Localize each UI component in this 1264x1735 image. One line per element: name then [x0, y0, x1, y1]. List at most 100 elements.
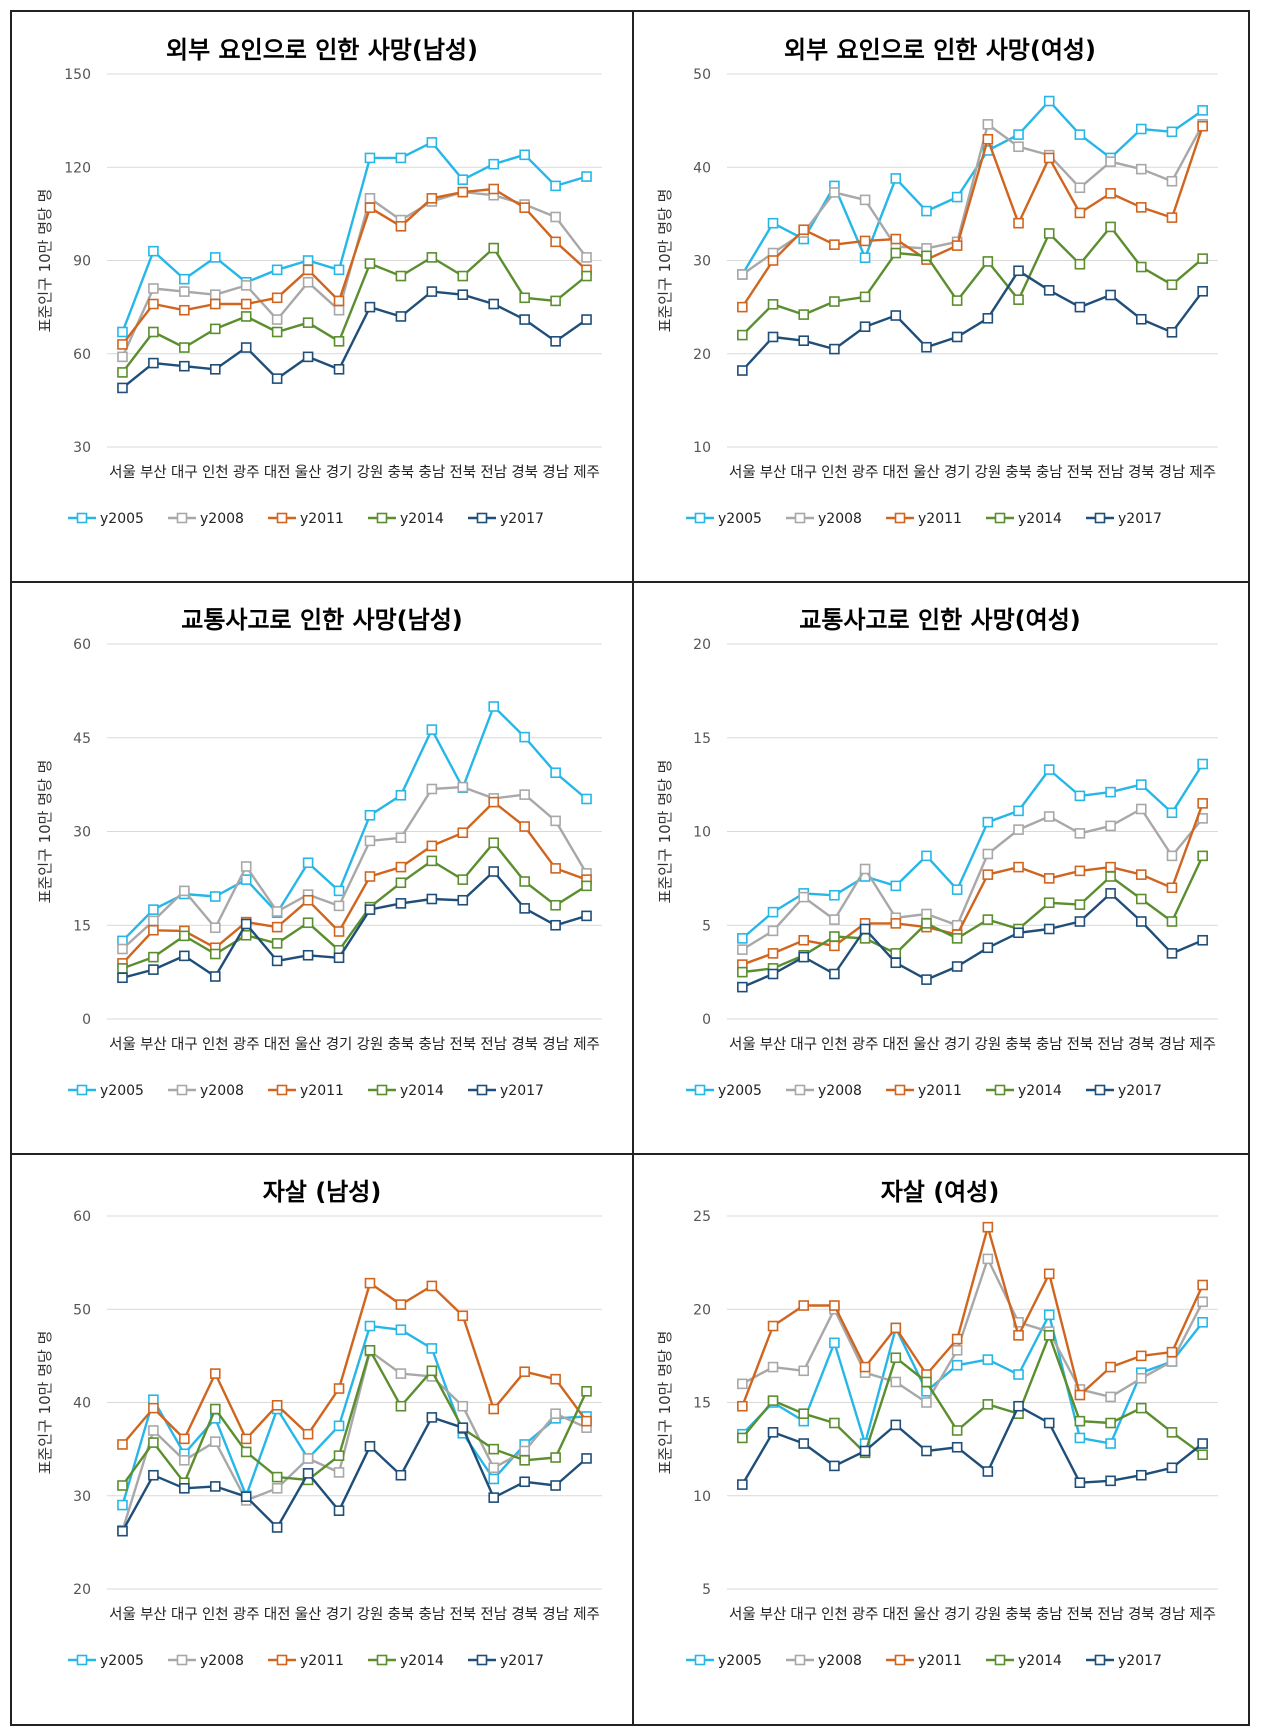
- legend-marker: [176, 1084, 188, 1096]
- x-tick-label: 강원: [357, 1036, 384, 1053]
- data-point-y2014: [890, 1352, 902, 1364]
- x-tick-label: 전북: [1067, 464, 1094, 481]
- data-point-y2005: [890, 173, 902, 184]
- data-point-y2014: [364, 258, 376, 269]
- series-line-y2011: [121, 187, 588, 346]
- data-point-y2005: [1105, 786, 1116, 798]
- data-point-y2008: [737, 269, 748, 280]
- data-point-y2014: [426, 1365, 438, 1377]
- x-tick-label: 충남: [419, 1036, 446, 1053]
- data-point-y2014: [1135, 893, 1147, 905]
- data-point-y2011: [829, 1300, 840, 1311]
- data-point-y2005: [488, 158, 500, 170]
- data-point-y2017: [737, 365, 748, 376]
- series-line-y2011: [121, 800, 587, 965]
- data-point-y2014: [271, 1471, 283, 1483]
- data-point-y2017: [271, 373, 283, 384]
- data-point-y2011: [209, 1368, 221, 1379]
- legend-item-y2005: y2005: [686, 511, 762, 527]
- legend-marker: [694, 1084, 706, 1096]
- data-point-y2008: [519, 1445, 530, 1457]
- data-point-y2008: [271, 314, 283, 325]
- x-tick-label: 대구: [171, 1036, 198, 1053]
- legend-label: y2011: [918, 511, 962, 527]
- data-point-y2011: [395, 221, 407, 232]
- legend-marker: [476, 1654, 488, 1666]
- data-point-y2017: [859, 1445, 871, 1457]
- data-point-y2014: [921, 1376, 932, 1388]
- legend-label: y2005: [718, 511, 762, 527]
- data-point-y2014: [921, 250, 932, 262]
- y-tick-label: 150: [64, 67, 91, 83]
- y-tick-label: 10: [693, 825, 711, 841]
- data-point-y2011: [426, 840, 438, 852]
- data-point-y2005: [271, 264, 283, 276]
- data-point-y2017: [1105, 1475, 1116, 1487]
- divider-vertical: [632, 12, 634, 1724]
- series-line-y2008: [741, 1257, 1204, 1404]
- chart-panel-traffic-male: 교통사고로 인한 사망(남성) 표준인구 10만 명당 명 0 15 30 45 60 서울 부…: [12, 582, 632, 1154]
- legend-label: y2005: [100, 1083, 144, 1099]
- data-point-y2017: [457, 1422, 469, 1433]
- data-point-y2017: [1013, 265, 1024, 277]
- data-point-y2017: [519, 314, 530, 325]
- data-point-y2014: [1166, 916, 1178, 927]
- legend-label: y2017: [1118, 1083, 1162, 1099]
- data-point-y2014: [519, 292, 530, 304]
- x-tick-label: 전북: [1067, 1606, 1094, 1623]
- legend-label: y2008: [818, 511, 862, 527]
- data-point-y2011: [271, 1399, 283, 1411]
- x-tick-label: 전남: [480, 1036, 507, 1053]
- data-point-y2014: [364, 1344, 376, 1356]
- y-tick-label: 15: [73, 918, 91, 934]
- data-point-y2017: [1105, 888, 1116, 899]
- data-point-y2017: [982, 313, 994, 324]
- data-point-y2008: [179, 286, 190, 297]
- y-tick-label: 30: [73, 1489, 91, 1505]
- legend-marker: [994, 1084, 1006, 1096]
- x-tick-label: 경북: [511, 1036, 538, 1053]
- legend-label: y2005: [100, 1653, 144, 1669]
- data-point-y2014: [767, 1395, 779, 1406]
- y-tick-label: 120: [64, 160, 91, 176]
- chart-title: 교통사고로 인한 사망(남성): [181, 606, 463, 634]
- data-point-y2008: [1166, 850, 1178, 862]
- data-point-y2017: [1197, 1438, 1208, 1449]
- data-point-y2014: [271, 938, 283, 949]
- data-point-y2011: [1043, 152, 1055, 164]
- y-tick-label: 20: [693, 1302, 711, 1318]
- data-point-y2011: [148, 1402, 159, 1414]
- x-tick-label: 충북: [388, 1036, 415, 1053]
- x-tick-label: 광주: [233, 464, 260, 481]
- x-tick-label: 경북: [1128, 1036, 1155, 1053]
- x-tick-label: 경북: [1128, 1606, 1155, 1623]
- x-tick-label: 강원: [975, 464, 1002, 481]
- legend-marker: [376, 1084, 388, 1096]
- data-point-y2011: [1074, 207, 1086, 219]
- x-tick-label: 경남: [542, 1036, 569, 1053]
- data-point-y2014: [302, 317, 314, 328]
- y-tick-label: 10: [693, 1489, 711, 1505]
- data-point-y2011: [1197, 1279, 1208, 1291]
- data-point-y2017: [148, 357, 159, 369]
- data-point-y2011: [488, 796, 500, 808]
- legend-label: y2011: [300, 1083, 344, 1099]
- x-tick-label: 경기: [944, 1606, 971, 1623]
- data-point-y2008: [488, 1462, 500, 1474]
- data-point-y2017: [767, 331, 779, 343]
- series-line-y2017: [741, 1404, 1204, 1486]
- data-point-y2017: [395, 1469, 407, 1481]
- legend-item-y2011: y2011: [886, 511, 962, 527]
- x-tick-label: 대구: [790, 1606, 817, 1623]
- legend-marker: [276, 512, 288, 524]
- series-line-y2008: [121, 785, 588, 950]
- data-point-y2011: [1043, 1268, 1055, 1280]
- data-point-y2014: [951, 295, 963, 306]
- data-point-y2011: [488, 183, 500, 195]
- legend-item-y2008: y2008: [168, 1653, 244, 1669]
- data-point-y2017: [364, 1441, 376, 1452]
- legend-label: y2011: [300, 1653, 344, 1669]
- y-tick-label: 5: [702, 1582, 711, 1598]
- x-tick-label: 경기: [326, 464, 353, 481]
- data-point-y2017: [117, 1525, 128, 1537]
